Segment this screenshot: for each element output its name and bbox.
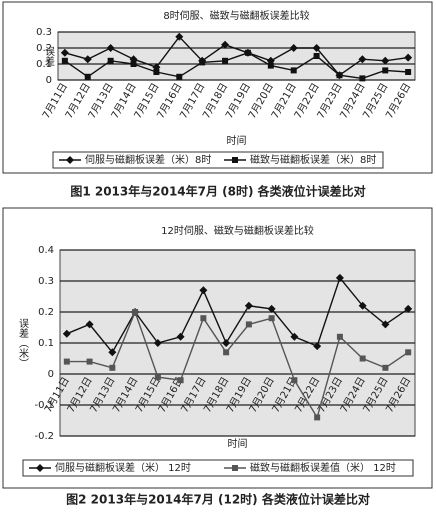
chart-title: 12时伺服、磁致与磁翻板误差比较: [161, 224, 314, 237]
marker: [222, 339, 231, 347]
legend-label: 磁致与磁翻板误差值（米） 12时: [250, 461, 396, 474]
marker: [36, 464, 44, 472]
marker: [312, 44, 321, 52]
marker: [86, 358, 93, 365]
marker: [153, 339, 162, 347]
legend-label: 伺服与磁翻板误差（米） 12时: [55, 461, 191, 474]
y-tick-label: -0.1: [34, 400, 54, 411]
marker: [66, 156, 74, 164]
legend: [22, 459, 414, 477]
marker: [291, 377, 298, 384]
marker: [61, 57, 68, 64]
marker: [84, 73, 91, 80]
marker: [289, 44, 298, 52]
marker: [404, 304, 413, 313]
marker: [153, 69, 160, 75]
marker: [176, 332, 185, 341]
y-tick-label: 0: [46, 75, 52, 86]
marker: [200, 315, 207, 322]
y-tick-label: 0.1: [36, 59, 52, 70]
marker: [266, 56, 275, 65]
marker: [381, 320, 390, 329]
y-tick-label: 0.3: [38, 276, 54, 287]
marker: [232, 157, 238, 163]
marker: [336, 72, 343, 79]
x-axis-label: 时间: [228, 437, 248, 450]
marker: [85, 320, 94, 329]
marker: [63, 358, 70, 365]
marker: [313, 342, 322, 351]
marker: [267, 304, 276, 313]
marker: [221, 40, 230, 49]
marker: [336, 333, 343, 340]
marker: [290, 332, 299, 341]
y-tick-label: 0.4: [38, 245, 54, 256]
marker: [381, 56, 390, 65]
marker: [132, 309, 139, 315]
plot-area: [57, 31, 416, 81]
y-tick-label: 0.2: [38, 307, 54, 318]
y-tick-label: 0.2: [36, 43, 52, 54]
marker: [404, 53, 413, 62]
marker: [62, 329, 71, 338]
x-axis-label: 时间: [227, 134, 247, 147]
marker: [83, 55, 92, 64]
y-axis-label: 误差: [43, 46, 55, 66]
marker: [358, 55, 367, 64]
marker: [382, 364, 389, 371]
marker: [359, 75, 366, 82]
y-tick-label: 0.1: [38, 338, 54, 349]
marker: [176, 73, 183, 80]
legend-label: 磁致与磁翻板误差（米）8时: [250, 153, 376, 166]
chart-frame: [2, 1, 433, 174]
marker: [268, 315, 275, 322]
figure-caption: 图1 2013年与2014年7月 (8时) 各类液位计误差比对: [70, 184, 365, 199]
legend: [52, 151, 384, 169]
marker: [154, 374, 161, 381]
marker: [60, 48, 69, 57]
marker: [290, 67, 297, 74]
series-line: [66, 310, 409, 420]
legend-label: 伺服与磁翻板误差（米）8时: [85, 153, 211, 166]
marker: [244, 301, 253, 310]
series-line: [64, 35, 409, 77]
marker: [199, 59, 206, 66]
series-line: [64, 52, 409, 80]
figure-caption: 图2 2013年与2014年7月 (12时) 各类液位计误差比对: [66, 492, 370, 507]
y-tick-label: 0: [48, 369, 54, 380]
marker: [335, 273, 344, 282]
marker: [359, 355, 366, 362]
marker: [109, 364, 116, 371]
marker: [245, 321, 252, 328]
marker: [313, 53, 320, 59]
marker: [108, 348, 117, 357]
marker: [405, 69, 412, 75]
marker: [130, 61, 137, 67]
chart-title: 8时伺服、磁致与磁翻板误差比较: [163, 9, 309, 22]
marker: [175, 32, 184, 41]
marker: [222, 57, 229, 64]
y-tick-label: -0.2: [34, 431, 54, 442]
marker: [199, 286, 208, 295]
y-tick-label: 0.3: [36, 27, 52, 38]
marker: [382, 67, 389, 74]
marker: [223, 349, 230, 356]
series-line: [66, 276, 409, 354]
y-axis-label: 误差（米）: [17, 318, 29, 368]
marker: [106, 44, 115, 52]
marker: [314, 414, 321, 421]
marker: [244, 49, 251, 56]
marker: [405, 349, 412, 356]
marker: [358, 301, 367, 310]
marker: [177, 377, 184, 384]
marker: [107, 57, 114, 64]
marker: [232, 465, 238, 471]
marker: [267, 62, 274, 69]
